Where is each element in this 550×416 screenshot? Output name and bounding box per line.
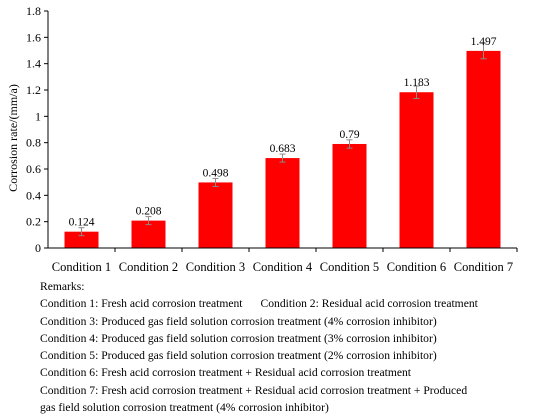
y-tick-label: 1.8 bbox=[26, 4, 41, 18]
data-label: 0.683 bbox=[270, 143, 296, 155]
error-bar bbox=[145, 216, 152, 226]
bar bbox=[332, 143, 367, 248]
x-tick-label: Condition 4 bbox=[253, 260, 313, 274]
bar bbox=[64, 231, 99, 248]
x-tick-label: Condition 3 bbox=[186, 260, 245, 274]
data-label: 0.498 bbox=[203, 167, 229, 179]
error-bar bbox=[212, 177, 219, 187]
remark-line-1: Condition 1: Fresh acid corrosion treatm… bbox=[40, 295, 546, 312]
data-label: 1.497 bbox=[471, 36, 497, 48]
x-tick-label: Condition 2 bbox=[119, 260, 178, 274]
remark-condition-5: Condition 5: Produced gas field solution… bbox=[40, 349, 437, 363]
bar-chart: 0 0.2 0.4 0.6 0.8 1 1.2 1.4 1.6 1.8 Condition 1 Co… bbox=[6, 4, 518, 274]
remark-condition-1: Condition 1: Fresh acid corrosion treatm… bbox=[40, 297, 243, 311]
y-tick-label: 1.6 bbox=[26, 30, 41, 44]
remarks-block: Remarks: Condition 1: Fresh acid corrosi… bbox=[40, 278, 546, 416]
bar bbox=[198, 182, 233, 248]
remark-condition-4: Condition 4: Produced gas field solution… bbox=[40, 331, 437, 345]
remark-condition-7: Condition 7: Fresh acid corrosion treatm… bbox=[40, 383, 468, 397]
data-label: 0.79 bbox=[339, 129, 359, 141]
remark-condition-7-continued: gas field solution corrosion treatment (… bbox=[40, 401, 329, 415]
data-label: 0.208 bbox=[136, 206, 162, 218]
bar bbox=[265, 158, 300, 248]
bar bbox=[399, 92, 434, 248]
y-axis-label: Corrosion rate/(mm/a) bbox=[6, 84, 20, 192]
error-bar bbox=[413, 85, 420, 99]
data-label: 0.124 bbox=[69, 217, 95, 229]
x-tick-label: Condition 5 bbox=[320, 260, 379, 274]
x-tick-label: Condition 6 bbox=[387, 260, 446, 274]
y-tick-label: 0.4 bbox=[26, 188, 41, 202]
y-tick-label: 0.8 bbox=[26, 136, 41, 150]
y-tick-label: 1 bbox=[35, 109, 41, 123]
y-tick-label: 1.4 bbox=[26, 57, 41, 71]
data-label: 1.183 bbox=[404, 77, 430, 89]
remark-condition-2: Condition 2: Residual acid corrosion tre… bbox=[260, 297, 478, 311]
y-tick-label: 0 bbox=[35, 241, 41, 255]
y-tick-label: 0.6 bbox=[26, 162, 41, 176]
y-tick-label: 1.2 bbox=[26, 83, 41, 97]
remarks-title: Remarks: bbox=[40, 280, 85, 293]
y-tick-label: 0.2 bbox=[26, 215, 41, 229]
bar bbox=[131, 220, 166, 248]
x-tick-label: Condition 1 bbox=[52, 260, 111, 274]
bar bbox=[466, 50, 501, 248]
x-tick-label: Condition 7 bbox=[454, 260, 513, 274]
error-bar bbox=[480, 42, 487, 60]
remark-condition-6: Condition 6: Fresh acid corrosion treatm… bbox=[40, 366, 412, 380]
error-bar bbox=[346, 139, 353, 149]
error-bar bbox=[78, 227, 85, 237]
remark-condition-3: Condition 3: Produced gas field solution… bbox=[40, 314, 437, 328]
error-bar bbox=[279, 153, 286, 163]
